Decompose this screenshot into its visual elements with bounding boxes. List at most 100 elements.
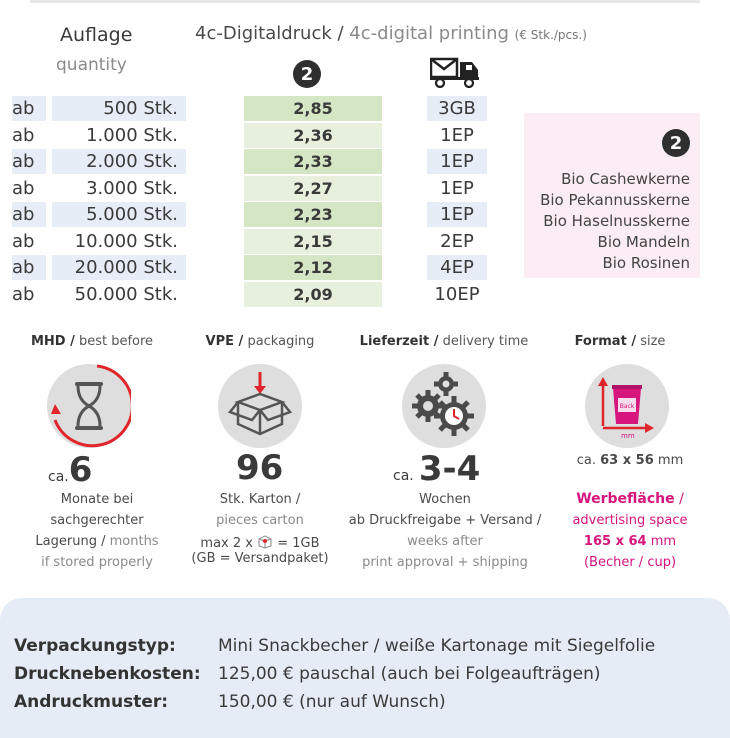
delivery-heading: Lieferzeit / delivery time [355,334,533,349]
title-unit: (€ Stk./pcs.) [515,28,587,42]
list-item: Bio Mandeln [540,232,690,253]
delivery-line: weeks after [340,531,550,552]
row-ab: ab [12,202,46,227]
mhd-line: Lagerung / months [12,531,182,552]
row-shipping: 1EP [427,123,487,148]
mhd-line3a: Lagerung / [35,534,105,549]
table-row: ab 20.000 Stk. 2,12 4EP [0,255,500,281]
vpe-label-de: VPE / [206,334,244,349]
box-circle [218,364,302,448]
detail-row: Drucknebenkosten: 125,00 € pauschal (auch… [14,664,601,684]
title-de: 4c-Digitaldruck / [195,23,344,44]
ad-size: 165 x 64 [584,534,647,549]
vpe-text: Stk. Karton / pieces carton max 2 x = 1G… [180,489,340,566]
list-item: Bio Cashewkerne [540,169,690,190]
mhd-text: Monate bei sachgerechter Lagerung / mont… [12,489,182,573]
row-shipping: 10EP [427,282,487,307]
product-badge: 2 [662,129,690,157]
format-heading: Format / size [560,334,680,349]
title-en: 4c-digital printing [349,23,509,44]
row-shipping: 1EP [427,149,487,174]
row-ab: ab [12,96,46,121]
mhd-line: sachgerechter [12,510,182,531]
row-price: 2,12 [244,255,382,280]
package-icon [218,364,302,448]
delivery-label-en: delivery time [443,334,529,349]
detail-row: Andruckmuster: 150,00 € (nur auf Wunsch) [14,692,446,712]
delivery-value: ca. 3-4 [393,449,480,489]
mhd-ca: ca. [48,469,69,485]
detail-label: Andruckmuster: [14,692,218,712]
vpe-line3b: = 1GB [277,536,319,551]
mhd-line: Monate bei [12,489,182,510]
detail-label: Verpackungstyp: [14,636,218,656]
delivery-label-de: Lieferzeit / [360,334,439,349]
printing-title: 4c-Digitaldruck / 4c-digital printing (€… [195,23,587,44]
cup-circle: Back mm [585,364,669,448]
ad-sep: / [679,491,684,507]
small-box-icon [257,535,273,549]
table-row: ab 2.000 Stk. 2,33 1EP [0,149,500,175]
ad-line: 165 x 64 mm [555,531,705,552]
gears-clock-icon [402,364,486,448]
vpe-heading: VPE / packaging [190,334,330,349]
row-price: 2,36 [244,123,382,148]
detail-label: Drucknebenkosten: [14,664,218,684]
vpe-line: max 2 x = 1GB [180,535,340,551]
ad-line: advertising space [555,510,705,531]
detail-value: 150,00 € (nur auf Wunsch) [218,692,446,712]
vpe-line: (GB = Versandpaket) [180,551,340,566]
delivery-text: Wochen ab Druckfreigabe + Versand / week… [340,489,550,573]
mhd-line: if stored properly [12,552,182,573]
vpe-line: pieces carton [180,510,340,531]
row-price: 2,23 [244,202,382,227]
vpe-line: Stk. Karton / [180,489,340,510]
delivery-number: 3-4 [419,449,480,489]
list-item: Bio Pekannusskerne [540,190,690,211]
delivery-line: ab Druckfreigabe + Versand / [340,510,550,531]
ad-unit: mm [651,534,676,549]
size-unit: mm [658,453,683,468]
row-shipping: 4EP [427,255,487,280]
detail-row: Verpackungstyp: Mini Snackbecher / weiße … [14,636,655,656]
vpe-line3a: max 2 x [200,536,253,551]
row-shipping: 3GB [427,96,487,121]
number-badge: 2 [293,60,321,88]
ad-line: Werbefläche / [555,489,705,510]
mhd-label-de: MHD / [31,334,75,349]
row-quantity: 10.000 Stk. [52,229,186,254]
row-ab: ab [12,229,46,254]
row-quantity: 2.000 Stk. [52,149,186,174]
row-quantity: 5.000 Stk. [52,202,186,227]
hourglass-circle [47,364,131,448]
detail-value: 125,00 € pauschal (auch bei Folgeaufträg… [218,664,601,684]
quantity-heading: quantity [56,55,127,75]
format-ad-text: Werbefläche / advertising space 165 x 64… [555,489,705,573]
vpe-value: 96 [236,448,283,488]
row-ab: ab [12,176,46,201]
table-row: ab 3.000 Stk. 2,27 1EP [0,176,500,202]
cup-size-icon: Back mm [585,364,669,448]
details-panel: Verpackungstyp: Mini Snackbecher / weiße … [0,598,730,738]
mhd-label-en: best before [79,334,153,349]
mhd-value: ca.6 [48,450,92,490]
table-row: ab 500 Stk. 2,85 3GB [0,96,500,122]
mhd-heading: MHD / best before [22,334,162,349]
format-size: ca. 63 x 56 mm [560,450,700,471]
detail-value: Mini Snackbecher / weiße Kartonage mit S… [218,636,655,656]
ad-de: Werbefläche [576,491,674,507]
delivery-ca: ca. [393,468,414,484]
row-price: 2,85 [244,96,382,121]
delivery-line: print approval + shipping [340,552,550,573]
delivery-line: Wochen [340,489,550,510]
mail-truck-icon [430,56,486,92]
row-shipping: 2EP [427,229,487,254]
row-price: 2,27 [244,176,382,201]
mm-label: mm [621,432,635,440]
list-item: Bio Rosinen [540,253,690,274]
mhd-line3b: months [110,534,159,549]
row-shipping: 1EP [427,202,487,227]
gears-circle [402,364,486,448]
table-row: ab 50.000 Stk. 2,09 10EP [0,282,500,308]
product-list: Bio Cashewkerne Bio Pekannusskerne Bio H… [540,169,690,274]
